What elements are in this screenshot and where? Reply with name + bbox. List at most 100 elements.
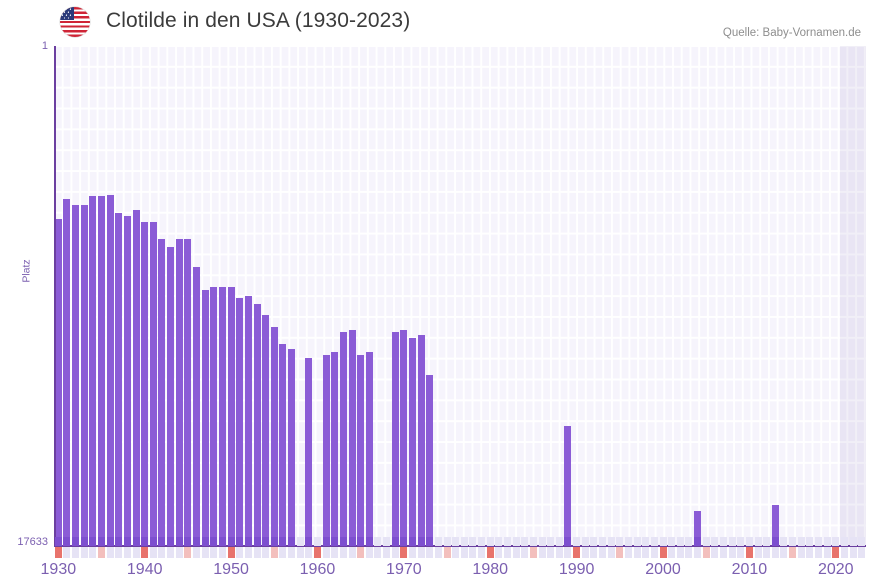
bar[interactable] — [322, 355, 330, 546]
tick-strip-lower — [54, 547, 866, 558]
tick-block-lower — [771, 547, 779, 558]
bar[interactable] — [193, 267, 201, 546]
bar[interactable] — [210, 287, 218, 546]
bar[interactable] — [158, 238, 166, 546]
bar[interactable] — [426, 374, 434, 546]
bar[interactable] — [184, 238, 192, 546]
bar[interactable] — [694, 511, 702, 546]
bar[interactable] — [123, 216, 131, 546]
tick-block-lower — [434, 547, 442, 558]
tick-block-lower — [218, 547, 226, 558]
tick-block-lower — [149, 547, 157, 558]
bar[interactable] — [357, 355, 365, 546]
bar[interactable] — [54, 218, 62, 546]
tick-block-lower — [590, 547, 598, 558]
tick-block-lower — [478, 547, 486, 558]
bar[interactable] — [348, 329, 356, 546]
tick-block-upper — [244, 537, 252, 546]
bar[interactable] — [408, 338, 416, 546]
bar[interactable] — [236, 298, 244, 546]
bar[interactable] — [98, 196, 105, 546]
tick-block-upper — [443, 537, 451, 546]
bar[interactable] — [279, 343, 287, 546]
tick-block-upper — [702, 537, 710, 546]
tick-block-lower — [538, 547, 546, 558]
bar[interactable] — [115, 213, 123, 546]
bar[interactable] — [63, 199, 71, 546]
tick-block-lower — [728, 547, 736, 558]
bar[interactable] — [417, 335, 425, 546]
bar[interactable] — [564, 425, 572, 546]
tick-block-lower — [391, 547, 399, 558]
tick-block-upper — [408, 537, 416, 546]
tick-block-lower — [469, 547, 477, 558]
bar[interactable] — [167, 247, 175, 546]
bar[interactable] — [339, 332, 347, 546]
bar[interactable] — [149, 221, 157, 546]
bar[interactable] — [175, 238, 183, 546]
tick-block-lower — [348, 547, 356, 558]
bar[interactable] — [80, 204, 88, 546]
y-axis-title-text: Platz — [21, 259, 33, 283]
bar[interactable] — [72, 204, 80, 546]
bar[interactable] — [218, 287, 226, 546]
tick-block-upper — [607, 537, 615, 546]
tick-block-lower — [719, 547, 727, 558]
bar[interactable] — [365, 352, 373, 546]
bar[interactable] — [331, 352, 339, 546]
tick-block-lower — [383, 547, 391, 558]
tick-block-upper — [754, 537, 762, 546]
x-axis-tick-label: 1940 — [126, 561, 163, 578]
tick-block-lower — [313, 547, 321, 558]
tick-block-upper — [89, 537, 97, 546]
tick-block-lower — [227, 547, 235, 558]
tick-block-lower — [616, 547, 624, 558]
tick-block-lower — [832, 547, 840, 558]
tick-block-lower — [63, 547, 71, 558]
tick-block-upper — [642, 537, 650, 546]
tick-block-upper — [668, 537, 676, 546]
bar[interactable] — [391, 332, 399, 546]
tick-block-upper — [132, 537, 140, 546]
bar[interactable] — [305, 357, 313, 546]
tick-block-lower — [175, 547, 183, 558]
y-axis-line — [54, 46, 56, 546]
tick-block-lower — [400, 547, 408, 558]
tick-block-lower — [711, 547, 719, 558]
bar[interactable] — [141, 221, 149, 546]
tick-block-upper — [279, 537, 287, 546]
bar[interactable] — [400, 329, 408, 546]
bar[interactable] — [201, 289, 209, 546]
tick-block-lower — [633, 547, 641, 558]
bar[interactable] — [89, 196, 97, 546]
bar[interactable] — [270, 326, 278, 546]
tick-block-lower — [780, 547, 788, 558]
tick-block-lower — [54, 547, 62, 558]
tick-block-upper — [288, 537, 296, 546]
tick-block-upper — [832, 537, 840, 546]
bar[interactable] — [771, 505, 779, 546]
bar[interactable] — [253, 304, 261, 546]
tick-block-upper — [313, 537, 321, 546]
tick-block-lower — [210, 547, 218, 558]
tick-block-upper — [210, 537, 218, 546]
tick-block-lower — [452, 547, 460, 558]
us-flag-icon — [60, 7, 90, 37]
tick-block-upper — [296, 537, 304, 546]
bar[interactable] — [262, 315, 270, 546]
plot-area — [54, 46, 866, 546]
tick-block-upper — [452, 537, 460, 546]
tick-block-upper — [72, 537, 80, 546]
bar[interactable] — [244, 295, 252, 546]
tick-block-lower — [642, 547, 650, 558]
bar[interactable] — [288, 349, 296, 546]
tick-block-upper — [322, 537, 330, 546]
bar[interactable] — [106, 194, 114, 546]
bar[interactable] — [132, 210, 140, 546]
source-label: Quelle: Baby-Vornamen.de — [722, 27, 861, 39]
y-axis-title: Platz — [0, 259, 54, 282]
tick-block-lower — [581, 547, 589, 558]
tick-block-lower — [797, 547, 805, 558]
bar[interactable] — [227, 287, 235, 546]
